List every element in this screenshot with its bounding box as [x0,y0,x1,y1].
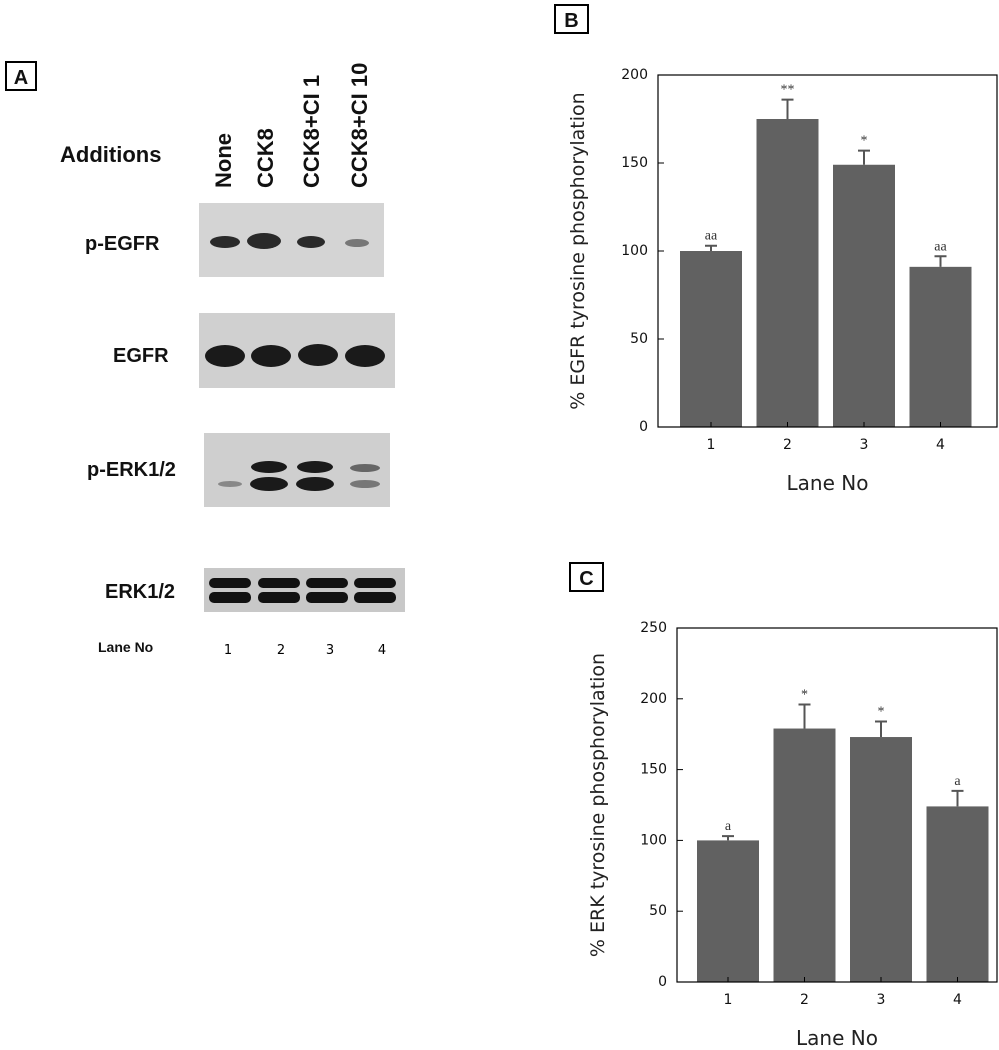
error-bar [875,720,887,738]
bands [218,461,380,491]
treatment: CCK8+CI 1 [299,75,324,188]
plot-frame [657,74,998,428]
y-tick-label: 250 [640,620,667,636]
row-label: ERK1/2 [105,581,175,603]
x-tick-label: 4 [936,437,945,453]
y-tick-label: 200 [640,691,667,707]
plot-frame [676,627,998,983]
bar [773,728,836,982]
lane-number: 2 [277,643,285,658]
panel-a: A Additions None CCK8 CCK8+CI 1 CCK8+CI … [5,61,405,658]
x-tick-label: 3 [860,437,869,453]
error-bar [705,244,717,251]
x-axis-label: Lane No [796,1026,878,1050]
annotation: * [878,704,885,719]
panel-label: A [14,67,28,89]
error-bar [858,149,870,165]
bands [205,344,385,367]
bands [210,233,369,249]
x-tick-label: 2 [783,437,792,453]
error-bar [722,835,734,841]
lane-label: Lane No [98,639,153,655]
y-tick-label: 50 [649,903,667,919]
annotation: aa [705,229,718,244]
bands [209,578,396,603]
y-tick-label: 150 [640,762,667,778]
annotation: * [801,687,808,702]
additions-label: Additions [60,142,161,167]
lane-number: 4 [378,643,386,658]
y-axis-label: % EGFR tyrosine phosphorylation [567,92,589,409]
row-label: p-EGFR [85,233,160,255]
bar [909,266,972,427]
y-axis-label: % ERK tyrosine phosphorylation [587,653,609,957]
error-bar [934,255,947,267]
error-bar [798,703,811,729]
treatment: None [211,133,236,188]
bar [697,840,759,982]
y-tick-label: 50 [630,331,648,347]
x-tick-label: 1 [724,992,733,1008]
panel-box [5,61,37,91]
treatment: CCK8+CI 10 [347,63,372,188]
annotation: a [954,774,961,789]
x-tick-label: 1 [707,437,716,453]
error-bar [781,98,794,119]
annotation: a [725,819,732,834]
bar [680,251,742,427]
y-tick-label: 0 [658,974,667,990]
x-tick-label: 3 [877,992,886,1008]
lane-number: 1 [224,643,232,658]
panel-label: B [564,10,578,32]
x-axis-label: Lane No [787,471,869,495]
row-label: EGFR [113,345,169,367]
panel-box [569,562,604,592]
annotation: ** [781,83,795,98]
bar [850,737,912,982]
annotation: aa [934,239,947,254]
x-tick-label: 2 [800,992,809,1008]
y-tick-label: 150 [621,155,648,171]
bar [926,806,989,982]
error-bar [951,789,964,807]
x-tick-label: 4 [953,992,962,1008]
bar [833,164,895,427]
blot-image [204,568,405,612]
lane-number: 3 [326,643,334,658]
annotation: * [861,134,868,149]
treatment: CCK8 [253,128,278,188]
panel-label: C [579,568,593,590]
bar [756,119,819,427]
panel-box [554,4,589,34]
y-tick-label: 100 [621,243,648,259]
y-tick-label: 0 [639,419,648,435]
row-label: p-ERK1/2 [87,459,176,481]
y-tick-label: 200 [621,67,648,83]
y-tick-label: 100 [640,832,667,848]
